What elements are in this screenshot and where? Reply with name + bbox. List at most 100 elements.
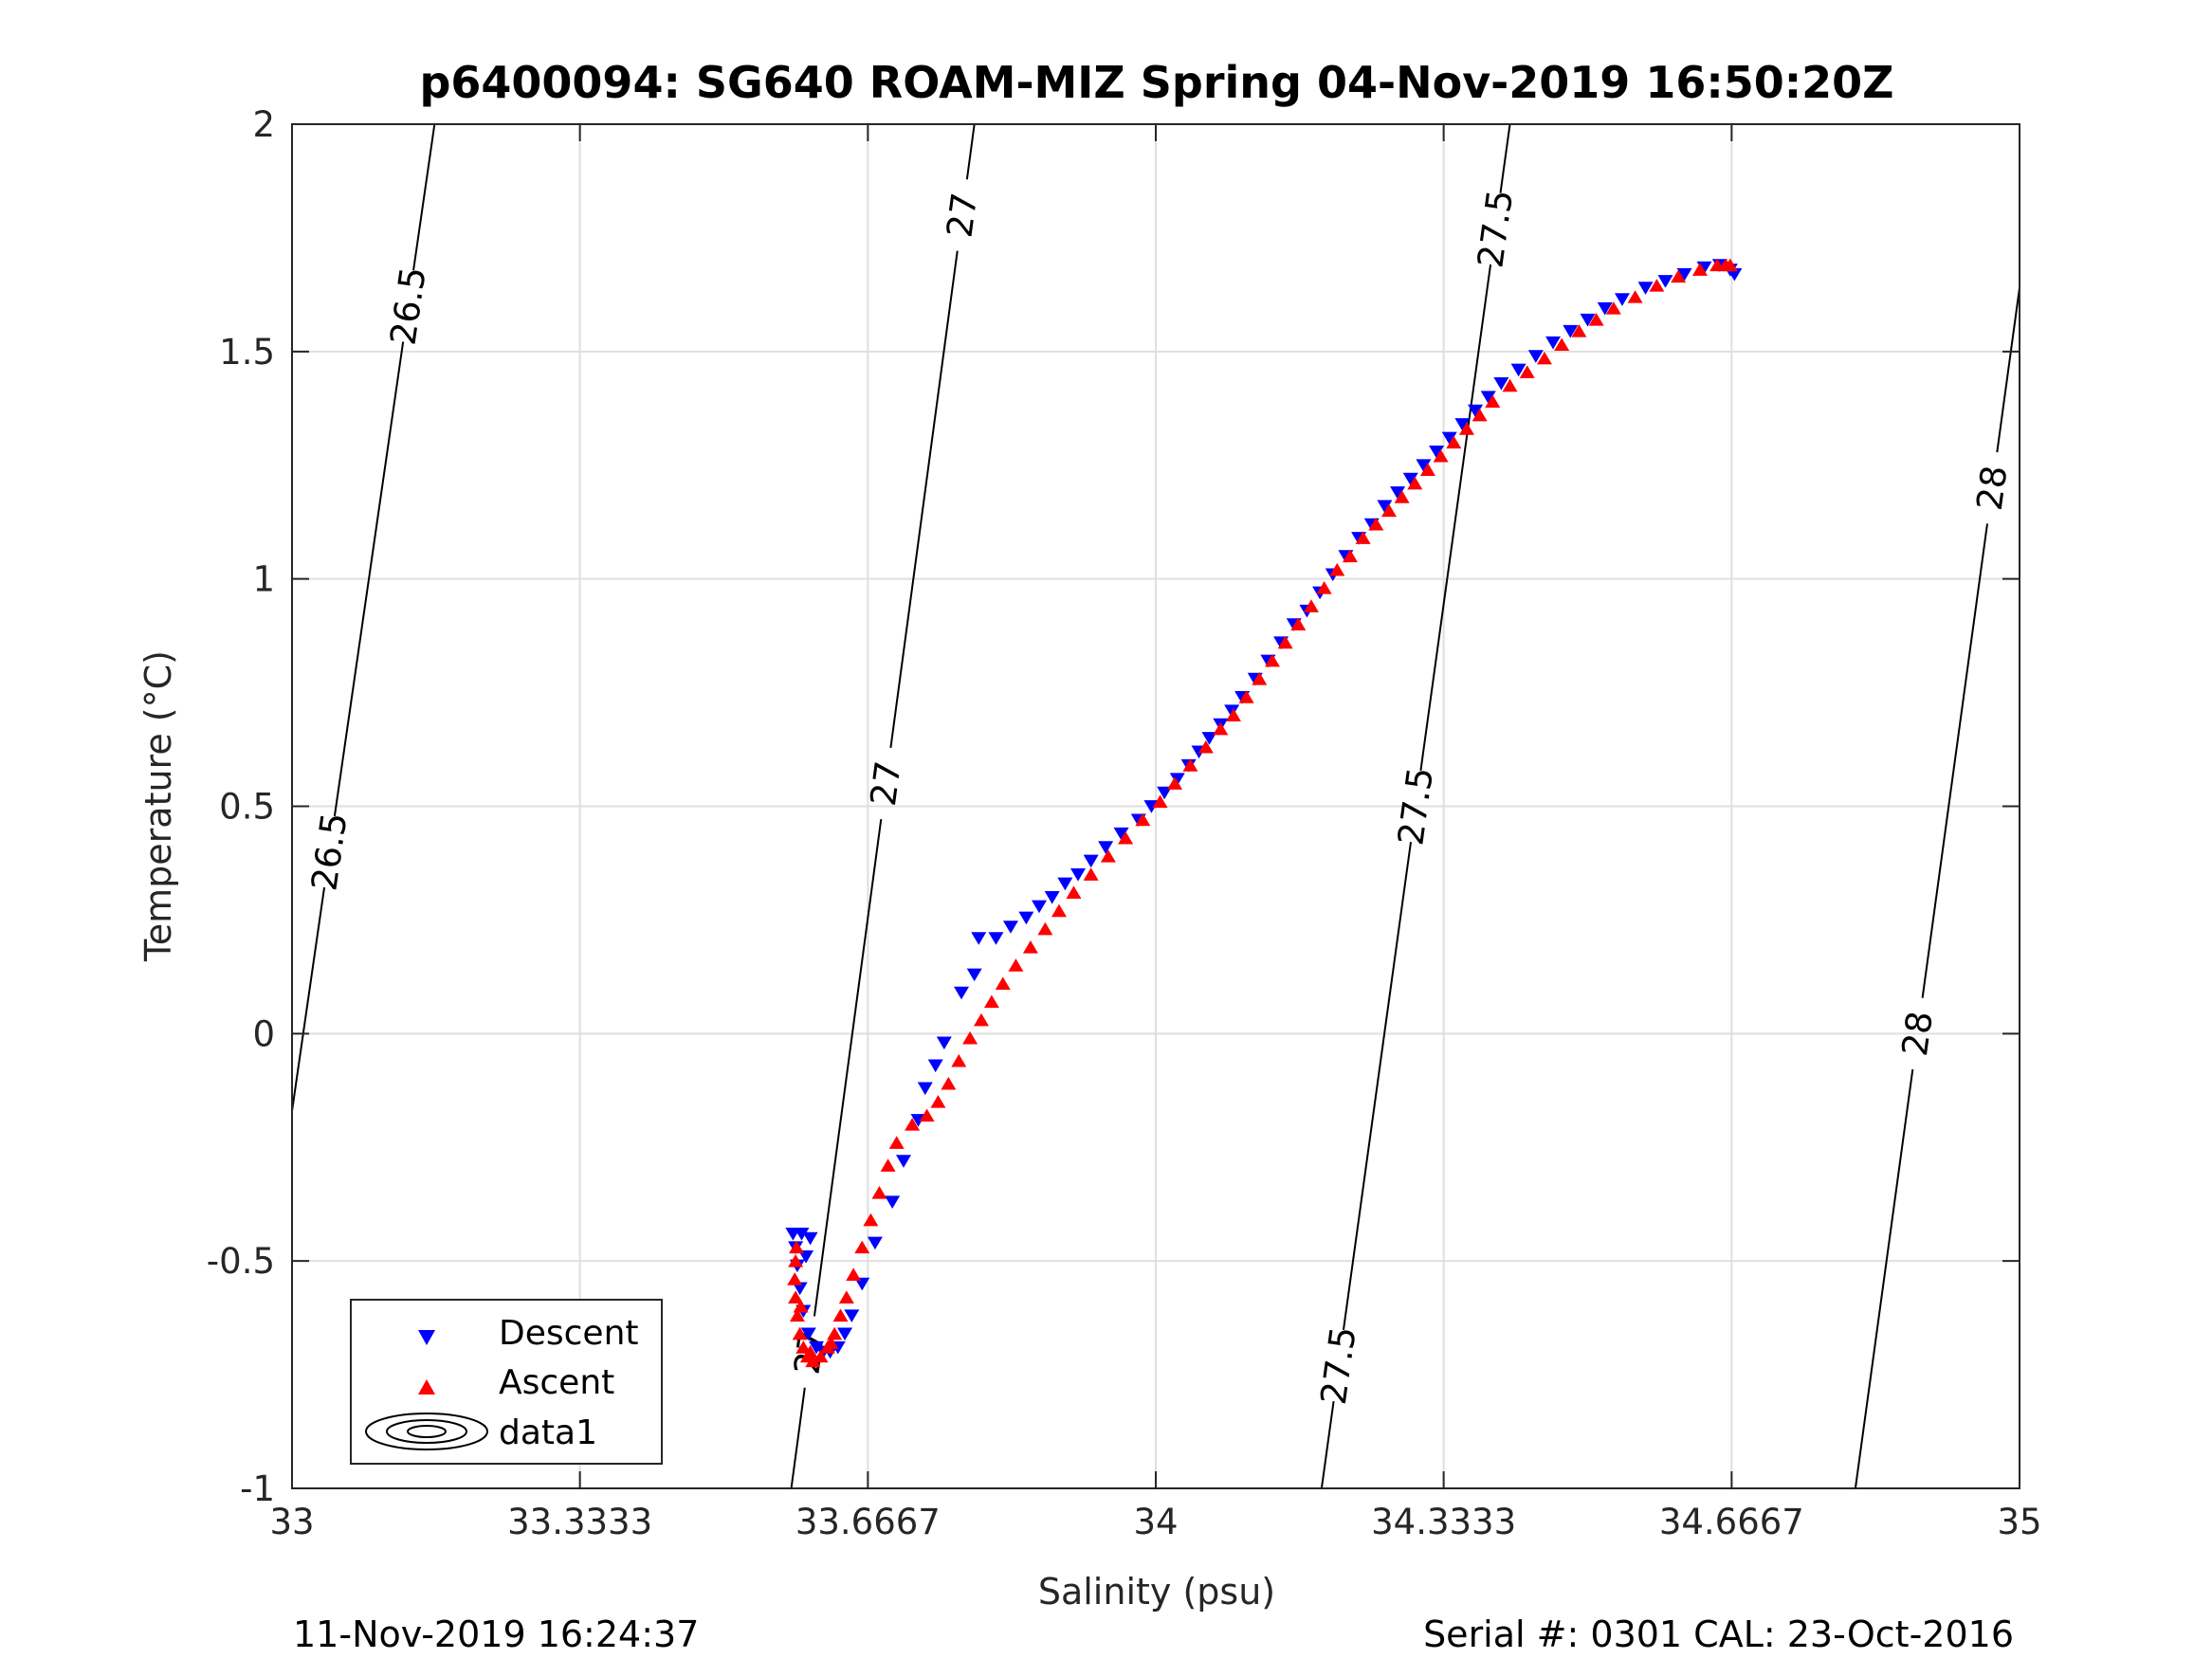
descent-point: [1070, 868, 1087, 882]
descent-point: [1416, 459, 1432, 472]
ascent-point: [788, 1253, 804, 1267]
descent-point: [936, 1036, 952, 1050]
ascent-point: [1066, 885, 1082, 900]
ascent-point: [1536, 351, 1552, 365]
data-markers: [785, 258, 1743, 1368]
legend-ascent-marker: [418, 1379, 435, 1395]
contour-line-27.5: [1499, 123, 1511, 193]
y-tick-label: 1.5: [219, 332, 275, 373]
descent-point: [1098, 841, 1114, 854]
x-tick-label: 33.6667: [795, 1502, 941, 1542]
contour-line-27: [889, 250, 959, 748]
contour-label: 28: [1894, 1009, 1941, 1058]
ascent-point: [1355, 531, 1371, 544]
ascent-point: [1380, 503, 1397, 518]
descent-point: [1597, 301, 1613, 316]
descent-point: [1032, 900, 1048, 914]
ascent-point: [787, 1272, 803, 1285]
contour-line-27: [813, 819, 883, 1317]
descent-point: [1018, 911, 1034, 925]
ascent-point: [1051, 903, 1067, 918]
x-tick-label: 34: [1133, 1502, 1178, 1542]
ascent-point: [1605, 301, 1621, 315]
ascent-point: [1502, 378, 1518, 392]
legend-contour-icon: [365, 1413, 488, 1450]
descent-point: [800, 1327, 816, 1341]
descent-point: [1377, 500, 1393, 514]
descent-point: [802, 1231, 818, 1246]
ascent-point: [1037, 921, 1053, 936]
ascent-point: [1446, 435, 1462, 449]
contour-label: 28: [1969, 463, 2016, 512]
ascent-point: [789, 1308, 805, 1322]
contour-line-28: [1854, 1068, 1914, 1489]
ascent-point: [1627, 290, 1643, 303]
descent-point: [1113, 827, 1129, 841]
legend-data1-label: data1: [499, 1413, 597, 1452]
ascent-point: [1135, 812, 1151, 827]
descent-point: [988, 932, 1004, 945]
descent-point: [794, 1227, 810, 1241]
y-tick-label: -0.5: [207, 1241, 275, 1282]
descent-point: [1057, 877, 1073, 891]
contour-line-26.5: [291, 886, 326, 1112]
contour-line-28: [1996, 287, 2020, 453]
descent-point: [798, 1249, 814, 1264]
ascent-point: [795, 1340, 812, 1354]
ascent-point: [1458, 422, 1474, 435]
contour-line-27.5: [1419, 264, 1492, 771]
contour-line-27.5: [1342, 842, 1413, 1330]
x-tick-label: 35: [1997, 1502, 2041, 1542]
ascent-point: [1022, 939, 1038, 954]
descent-point: [971, 932, 987, 945]
y-tick-label: 1: [252, 559, 275, 600]
ascent-point: [1671, 269, 1687, 283]
ascent-point: [1419, 463, 1435, 476]
ascent-point: [832, 1308, 849, 1322]
ascent-point: [1472, 408, 1488, 422]
descent-point: [1676, 267, 1692, 282]
descent-point: [1637, 282, 1654, 295]
contour-line-27: [965, 123, 976, 180]
ascent-point: [1290, 617, 1307, 631]
legend-descent-label: Descent: [499, 1314, 639, 1353]
ascent-point: [1691, 263, 1708, 276]
ascent-point: [1252, 671, 1268, 685]
descent-point: [1402, 472, 1418, 486]
descent-point: [1169, 773, 1185, 786]
x-axis-label: Salinity (psu): [1038, 1571, 1275, 1613]
ascent-point: [1433, 448, 1449, 463]
legend-ascent-label: Ascent: [499, 1363, 614, 1402]
descent-point: [1201, 732, 1217, 745]
ascent-point: [973, 1012, 989, 1027]
chart-title: p6400094: SG640 ROAM-MIZ Spring 04-Nov-2…: [419, 57, 1893, 108]
descent-point: [837, 1327, 853, 1341]
ascent-point: [995, 976, 1011, 990]
descent-point: [895, 1155, 911, 1168]
y-tick-label: 0.5: [219, 787, 275, 828]
descent-point: [1727, 267, 1743, 282]
descent-point: [1224, 704, 1240, 718]
x-tick-label: 34.6667: [1659, 1502, 1804, 1542]
x-tick-label: 33.3333: [507, 1502, 652, 1542]
descent-point: [854, 1277, 870, 1291]
ascent-point: [951, 1053, 967, 1067]
ascent-point: [1519, 365, 1535, 378]
contour-line-27.5: [1320, 1400, 1335, 1489]
contour-line-28: [1921, 523, 1988, 998]
y-tick-label: -1: [240, 1468, 275, 1509]
ascent-point: [1649, 279, 1665, 292]
ascent-point: [1008, 958, 1024, 972]
descent-point: [844, 1309, 860, 1322]
descent-point: [1480, 391, 1496, 404]
descent-point: [1390, 486, 1406, 500]
ascent-point: [1100, 849, 1116, 863]
descent-point: [1545, 336, 1562, 350]
ascent-point: [854, 1240, 870, 1254]
contour-label: 27: [863, 758, 909, 808]
descent-point: [885, 1195, 901, 1210]
descent-point: [1083, 854, 1099, 868]
ascent-point: [838, 1290, 854, 1304]
ascent-point: [1118, 830, 1134, 845]
